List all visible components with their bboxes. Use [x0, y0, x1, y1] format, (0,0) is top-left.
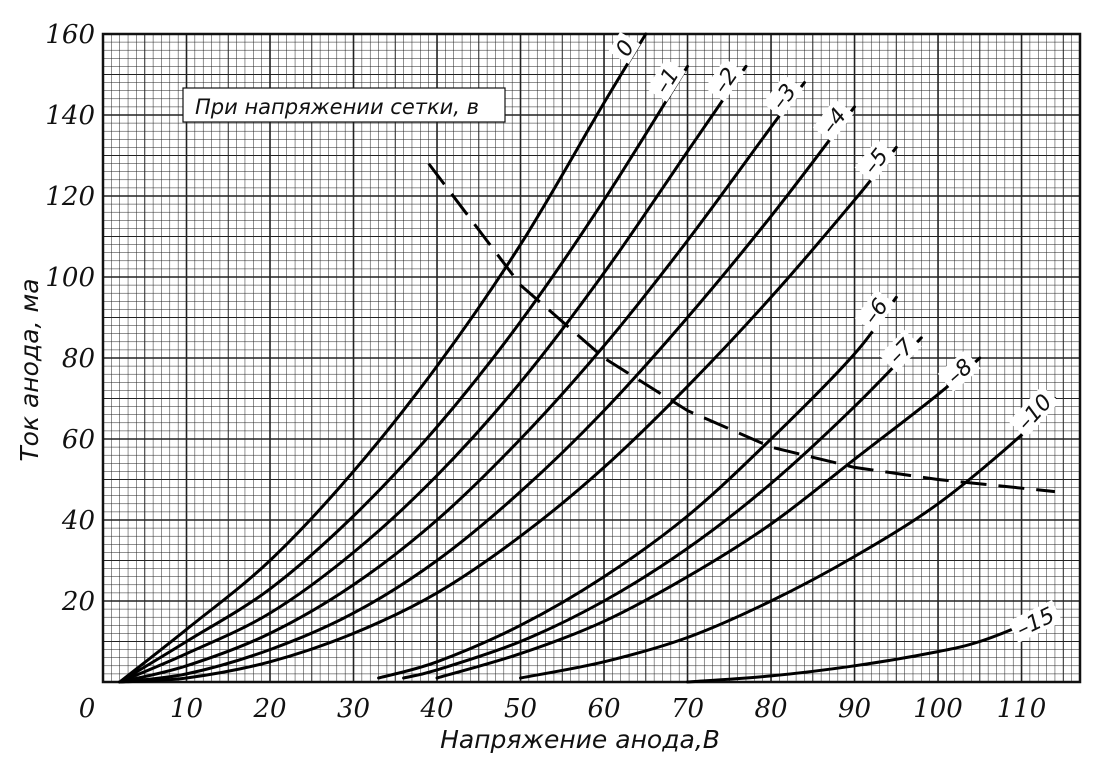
x-axis-title: Напряжение анода,В	[440, 725, 720, 754]
curve-grid-voltage-5	[118, 105, 856, 684]
curve-label-background	[812, 98, 854, 143]
x-tick-label: 60	[587, 694, 620, 724]
curve-label-background	[646, 58, 686, 102]
x-tick-label: 90	[838, 694, 871, 724]
y-tick-label: 80	[62, 344, 95, 374]
plot-curves: 0–1 –2 –3–4–5–6–7–8–10–15	[118, 31, 1063, 684]
y-tick-label: 120	[45, 182, 95, 212]
y-tick-label: 100	[45, 263, 95, 293]
x-tick-label: 0	[79, 694, 96, 724]
curve-label-background	[608, 31, 641, 64]
curve-label-background	[879, 329, 922, 373]
x-tick-label: 40	[419, 694, 453, 724]
curve-label-group: –4	[812, 98, 854, 143]
curve-label-group: –10	[1008, 385, 1060, 438]
y-tick-label: 60	[62, 425, 95, 455]
curve-label-background	[1008, 385, 1060, 438]
curve-label-background	[937, 350, 981, 392]
y-tick-label: 160	[45, 20, 95, 50]
tick-labels: 0 10 20 30 40 50 60 70 80 90 100 110 20 40 60 80 100 120 1…	[45, 20, 1046, 724]
curve-label-group: –1	[646, 58, 686, 102]
x-tick-label: 50	[504, 694, 537, 724]
curve-label-background	[704, 58, 745, 102]
curve-grid-voltage-9	[435, 356, 982, 680]
curve-grid-voltage-10	[519, 397, 1057, 680]
curve-label-group: –8	[937, 350, 981, 392]
x-tick-label: 30	[337, 694, 370, 724]
curve-label-background	[854, 139, 896, 183]
curve-label-background	[854, 289, 896, 333]
curve-label-group: –6	[854, 289, 896, 333]
curve-label-group: –3	[762, 74, 804, 118]
legend-title: При напряжении сетки, в	[195, 95, 479, 119]
curve-grid-voltage-3	[118, 64, 748, 684]
plot-frame	[101, 32, 1082, 684]
max-dissipation-dashed-line	[427, 162, 1056, 494]
curve-label-group: –5	[854, 139, 896, 183]
curve-label-group: –2	[704, 58, 745, 102]
y-tick-label: 140	[45, 101, 95, 131]
curve-label-group: –7	[879, 329, 922, 373]
curve-grid-voltage-6	[118, 145, 898, 684]
curve-grid-voltage-2	[118, 64, 689, 684]
y-tick-label: 40	[61, 506, 95, 536]
curve-grid-voltage-7	[377, 295, 898, 680]
x-tick-label: 80	[754, 694, 787, 724]
y-axis-title: Ток анода, ма	[15, 278, 44, 461]
x-tick-label: 100	[913, 694, 963, 724]
x-tick-label: 20	[252, 694, 286, 724]
curve-label-background	[1007, 600, 1063, 643]
x-tick-label: 10	[170, 694, 203, 724]
curve-label-background	[762, 74, 804, 118]
curve-grid-voltage-8	[402, 336, 923, 680]
curve-grid-voltage-1	[118, 32, 648, 684]
y-tick-label: 20	[61, 587, 95, 617]
legend-box: При напряжении сетки, в	[182, 87, 506, 123]
x-tick-label: 70	[671, 694, 704, 724]
curve-grid-voltage-4	[118, 81, 806, 684]
x-tick-label: 110	[997, 694, 1047, 724]
